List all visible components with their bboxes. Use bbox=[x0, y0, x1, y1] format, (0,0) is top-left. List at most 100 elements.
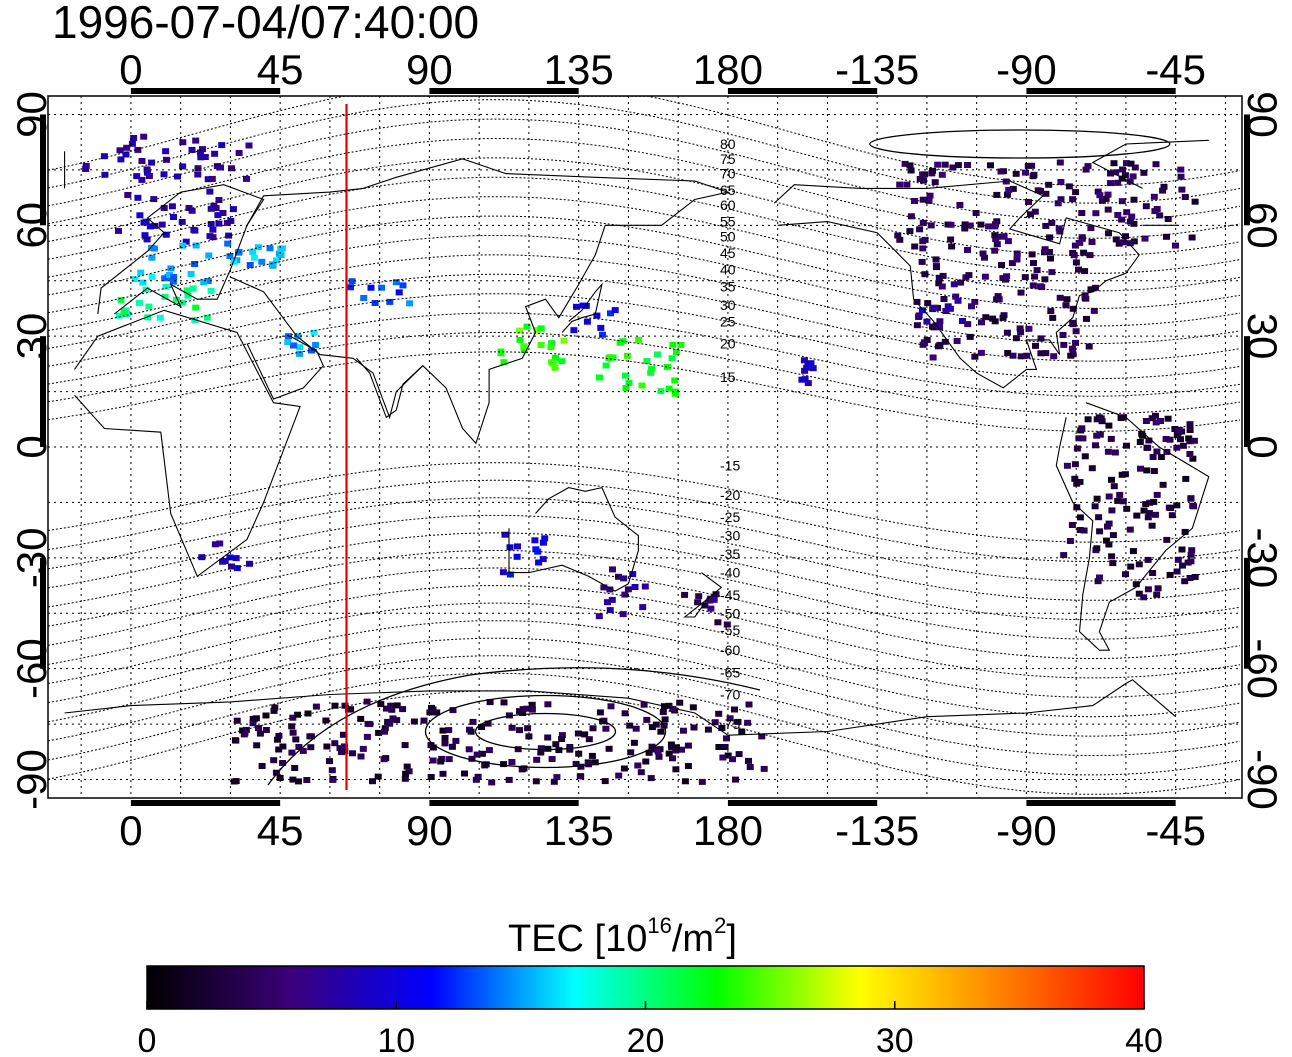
tec-cell bbox=[514, 543, 521, 550]
tec-cell bbox=[585, 736, 593, 743]
tec-cell bbox=[1182, 475, 1190, 482]
tec-cell bbox=[1110, 483, 1118, 490]
y-tick-label-right: -60 bbox=[1239, 638, 1286, 699]
tec-cell bbox=[642, 758, 650, 765]
tec-cell bbox=[745, 757, 752, 764]
tec-cell bbox=[1065, 183, 1073, 190]
tec-cell bbox=[224, 240, 232, 247]
tec-cell bbox=[606, 586, 614, 593]
tec-cell bbox=[289, 342, 297, 349]
tec-cell bbox=[200, 279, 208, 286]
tec-cell bbox=[941, 338, 949, 345]
tec-cell bbox=[1141, 235, 1149, 242]
tec-cell bbox=[216, 540, 224, 547]
tec-cell bbox=[201, 154, 209, 160]
tec-cell bbox=[758, 733, 766, 740]
tec-cell bbox=[620, 575, 628, 582]
mag-lat-contour bbox=[47, 567, 1241, 659]
tec-cell bbox=[500, 359, 508, 366]
tec-cell bbox=[1071, 475, 1079, 482]
y-tick-label-right: 30 bbox=[1239, 313, 1286, 360]
tec-cell bbox=[625, 379, 633, 386]
tec-cell bbox=[516, 727, 523, 734]
tec-cell bbox=[1118, 175, 1126, 182]
tec-cell bbox=[1150, 193, 1158, 200]
tec-cell bbox=[655, 753, 663, 760]
frame-bar bbox=[1244, 336, 1250, 447]
tec-cell bbox=[1091, 503, 1099, 510]
tec-cell bbox=[229, 206, 237, 213]
tec-cell bbox=[1000, 233, 1008, 240]
tec-cell bbox=[197, 154, 205, 161]
tec-cell bbox=[389, 715, 397, 722]
tec-cell bbox=[469, 718, 477, 725]
colorbar-title-unit: /m bbox=[671, 918, 715, 960]
tec-cell bbox=[523, 323, 531, 330]
tec-cell bbox=[170, 214, 177, 220]
tec-cell bbox=[621, 710, 629, 717]
tec-cell bbox=[1075, 435, 1083, 442]
tec-cell bbox=[1029, 282, 1037, 289]
tec-cell bbox=[710, 596, 718, 603]
tec-cell bbox=[228, 165, 235, 172]
tec-cell bbox=[550, 778, 558, 785]
coastline bbox=[1055, 402, 1210, 651]
tec-cell bbox=[715, 744, 723, 750]
mag-lat-contour bbox=[47, 497, 1241, 582]
tec-cell bbox=[929, 167, 936, 174]
tec-cell bbox=[934, 161, 942, 168]
tec-cell bbox=[977, 349, 985, 356]
tec-cell bbox=[1005, 186, 1013, 193]
tec-cell bbox=[1009, 352, 1017, 359]
tec-cell bbox=[117, 296, 125, 303]
tec-cell bbox=[1118, 198, 1126, 205]
tec-cell bbox=[279, 743, 287, 750]
tec-cell bbox=[1188, 547, 1196, 554]
mag-lat-label: 15 bbox=[720, 369, 736, 385]
tec-cell bbox=[1115, 240, 1123, 247]
tec-cell bbox=[1140, 594, 1148, 601]
coastline bbox=[561, 282, 603, 333]
tec-cell bbox=[1140, 507, 1148, 514]
tec-cell bbox=[1149, 454, 1157, 460]
tec-cell bbox=[146, 223, 154, 230]
tec-cell bbox=[552, 741, 560, 748]
tec-cell bbox=[627, 749, 635, 756]
tec-cell bbox=[294, 778, 302, 785]
tec-cell bbox=[1173, 568, 1181, 575]
tec-cell bbox=[1137, 465, 1144, 472]
tec-cell bbox=[608, 596, 616, 603]
tec-cell bbox=[1109, 560, 1117, 567]
tec-cell bbox=[911, 198, 918, 204]
tec-cell bbox=[204, 278, 212, 284]
tec-cell bbox=[1149, 570, 1157, 576]
tec-cell bbox=[1186, 427, 1194, 433]
tec-cell bbox=[1068, 522, 1076, 528]
x-tick-label-bottom: -135 bbox=[835, 807, 919, 854]
tec-cell bbox=[130, 135, 138, 141]
tec-cell bbox=[1135, 561, 1143, 568]
tec-cell bbox=[1004, 350, 1012, 356]
tec-cell bbox=[1056, 228, 1064, 235]
tec-cell bbox=[194, 165, 202, 172]
tec-cell bbox=[1107, 180, 1114, 187]
tec-cell bbox=[999, 275, 1007, 282]
tec-cell bbox=[284, 339, 292, 346]
tec-cell bbox=[1096, 528, 1104, 535]
tec-cell bbox=[165, 272, 173, 278]
tec-cell bbox=[632, 725, 640, 732]
tec-cell bbox=[639, 604, 647, 611]
tec-cell bbox=[1030, 260, 1037, 266]
tec-cell bbox=[246, 262, 254, 268]
mag-pole-contour bbox=[424, 694, 667, 769]
tec-cell bbox=[1017, 329, 1025, 336]
tec-cell bbox=[371, 300, 379, 306]
tec-cell bbox=[465, 746, 473, 753]
tec-cell bbox=[388, 706, 396, 713]
tec-cell bbox=[1114, 179, 1122, 186]
tec-cell bbox=[226, 253, 234, 260]
tec-cell bbox=[357, 715, 365, 722]
tec-cell bbox=[677, 341, 685, 348]
